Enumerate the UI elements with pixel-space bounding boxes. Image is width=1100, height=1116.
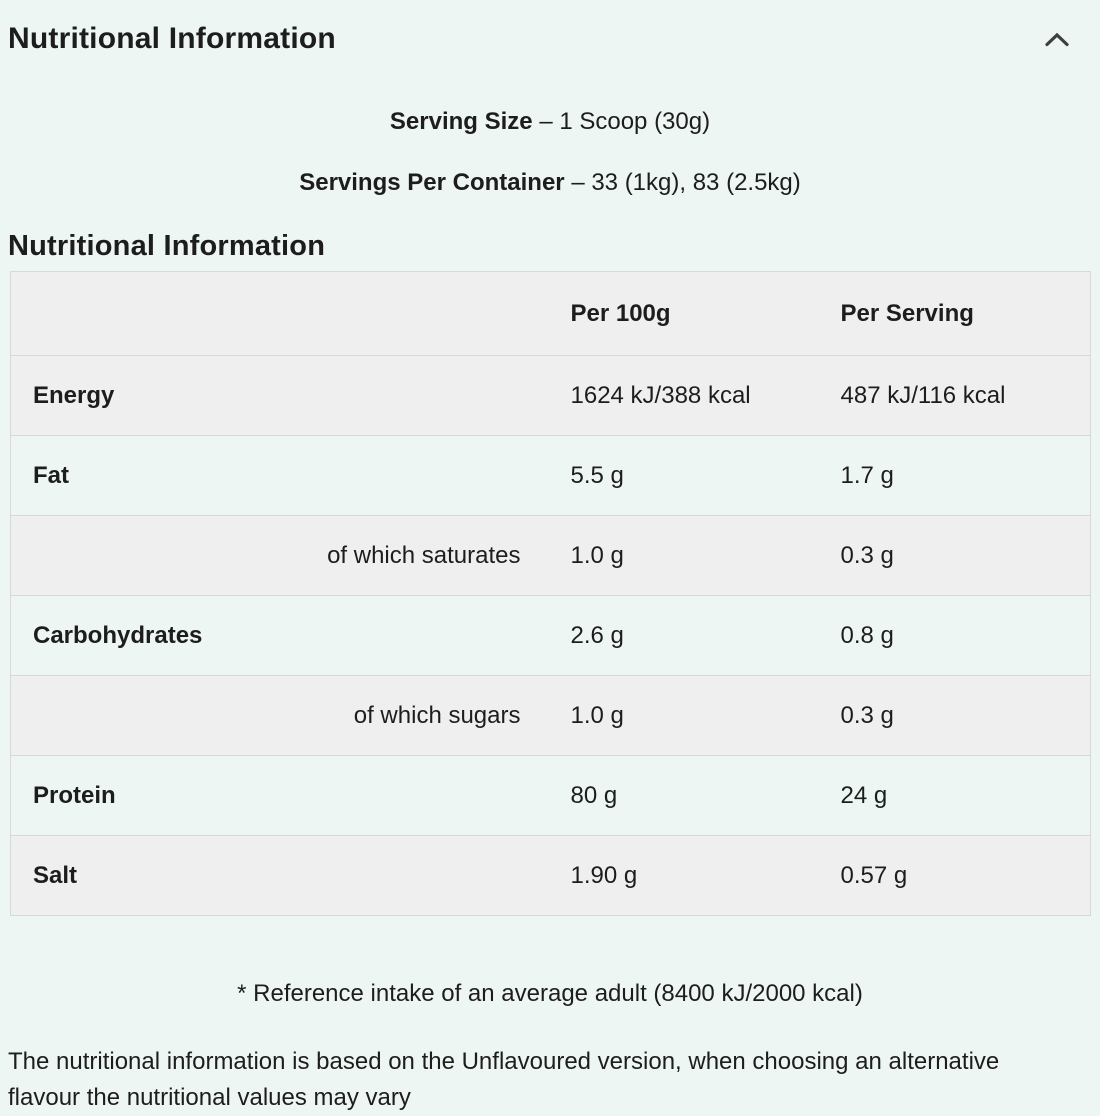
nutrient-label: Carbohydrates xyxy=(33,621,203,649)
per-100g-value: 80 g xyxy=(570,781,618,809)
table-row: Carbohydrates 2.6 g 0.8 g xyxy=(10,596,1091,676)
per-100g-value: 2.6 g xyxy=(570,621,624,649)
per-serving-value: 1.7 g xyxy=(840,461,894,489)
nutrient-label: Energy xyxy=(33,381,115,409)
per-serving-value: 487 kJ/116 kcal xyxy=(840,381,1006,409)
nutrition-table: Per 100g Per Serving Energy 1624 kJ/388 k… xyxy=(10,271,1091,916)
serving-size-value: – 1 Scoop (30g) xyxy=(539,108,711,135)
per-serving-value: 0.8 g xyxy=(840,621,894,649)
per-serving-value: 0.57 g xyxy=(840,861,908,889)
collapse-section-button[interactable] xyxy=(1042,26,1072,56)
accordion-title: Nutritional Information xyxy=(8,22,336,55)
servings-per-container-line: Servings Per Container – 33 (1kg), 83 (2… xyxy=(0,169,1100,197)
nutrient-sublabel: of which saturates xyxy=(327,541,521,569)
per-serving-value: 0.3 g xyxy=(840,701,894,729)
table-row: of which sugars 1.0 g 0.3 g xyxy=(10,675,1091,756)
nutrient-sublabel: of which sugars xyxy=(353,701,521,729)
table-row: Protein 80 g 24 g xyxy=(10,756,1091,836)
table-row: Fat 5.5 g 1.7 g xyxy=(10,436,1091,516)
per-100g-value: 1.0 g xyxy=(570,541,624,569)
nutrition-table-title: Nutritional Information xyxy=(8,230,326,262)
nutrient-label: Fat xyxy=(33,461,69,489)
per-100g-value: 1624 kJ/388 kcal xyxy=(570,381,751,409)
table-row: of which saturates 1.0 g 0.3 g xyxy=(10,515,1091,596)
table-row: Energy 1624 kJ/388 kcal 487 kJ/116 kcal xyxy=(10,355,1091,436)
table-header-row: Per 100g Per Serving xyxy=(10,271,1091,356)
nutrition-accordion-header[interactable]: Nutritional Information xyxy=(0,0,1100,56)
table-row: Salt 1.90 g 0.57 g xyxy=(10,835,1091,916)
servings-per-container-label: Servings Per Container xyxy=(299,169,565,196)
per-100g-value: 5.5 g xyxy=(570,461,624,489)
serving-size-line: Serving Size – 1 Scoop (30g) xyxy=(0,108,1100,136)
per-serving-value: 0.3 g xyxy=(840,541,894,569)
serving-info: Serving Size – 1 Scoop (30g) Servings Pe… xyxy=(0,108,1100,197)
per-100g-value: 1.90 g xyxy=(570,861,638,889)
per-serving-value: 24 g xyxy=(840,781,888,809)
servings-per-container-value: – 33 (1kg), 83 (2.5kg) xyxy=(571,169,801,196)
per-serving-column-header: Per Serving xyxy=(840,299,974,327)
per-100g-column-header: Per 100g xyxy=(570,299,671,327)
per-100g-value: 1.0 g xyxy=(570,701,624,729)
reference-intake-footnote: * Reference intake of an average adult (… xyxy=(237,980,863,1007)
chevron-up-icon xyxy=(1044,32,1070,50)
serving-size-label: Serving Size xyxy=(389,108,533,135)
nutrient-label: Salt xyxy=(33,861,78,889)
nutrient-label: Protein xyxy=(33,781,116,809)
nutrient-column-header xyxy=(11,272,571,356)
flavour-disclaimer: The nutritional information is based on … xyxy=(8,1048,1000,1111)
